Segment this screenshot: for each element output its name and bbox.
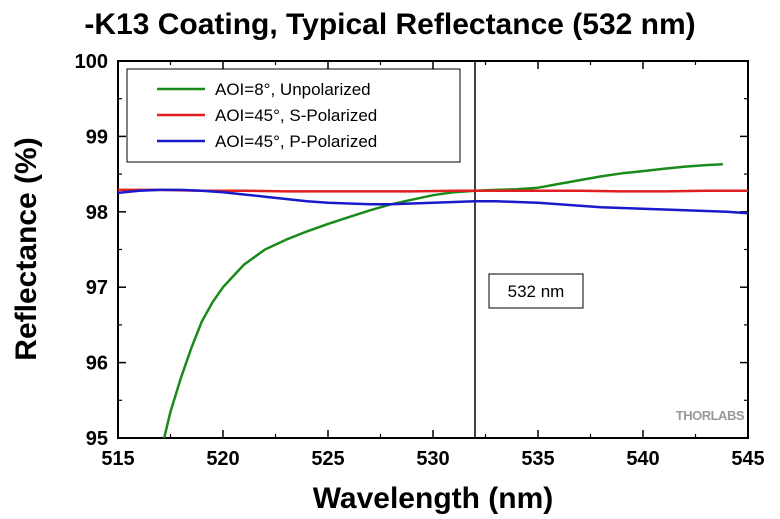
y-tick-label: 96 — [86, 353, 108, 375]
annotation-box — [488, 273, 584, 309]
x-axis-label: Wavelength (nm) — [313, 482, 554, 515]
x-tick-label: 520 — [206, 448, 239, 470]
x-tick-label: 525 — [311, 448, 344, 470]
chart-title: -K13 Coating, Typical Reflectance (532 n… — [84, 8, 695, 41]
x-axis: 515 520 525 530 535 540 545 — [101, 61, 765, 470]
series-line-3 — [117, 188, 749, 215]
plot-area: 515 520 525 530 535 540 545 95 96 97 98 99 100 532 … — [75, 51, 765, 470]
legend: AOI=8°, Unpolarized AOI=45°, S-Polarized A… — [126, 68, 461, 163]
legend-label: AOI=45°, P-Polarized — [215, 132, 377, 151]
x-tick-label: 530 — [416, 448, 449, 470]
x-tick-label: 515 — [101, 448, 134, 470]
y-tick-label: 99 — [86, 126, 108, 148]
y-tick-label: 98 — [86, 202, 108, 224]
y-tick-label: 100 — [75, 51, 108, 73]
y-tick-label: 97 — [86, 277, 108, 299]
series-line-1 — [162, 163, 723, 439]
annotation-label: 532 nm — [508, 282, 565, 301]
legend-label: AOI=8°, Unpolarized — [215, 80, 371, 99]
x-tick-label: 535 — [521, 448, 554, 470]
x-tick-label: 540 — [626, 448, 659, 470]
series-line-2 — [118, 188, 748, 193]
series-lines — [117, 163, 749, 439]
y-tick-label: 95 — [86, 428, 108, 450]
y-axis: 95 96 97 98 99 100 — [75, 51, 748, 450]
y-axis-label: Reflectance (%) — [10, 137, 43, 360]
legend-label: AOI=45°, S-Polarized — [215, 106, 377, 125]
thorlabs-watermark: THORLABS — [676, 408, 745, 423]
x-tick-label: 545 — [731, 448, 764, 470]
